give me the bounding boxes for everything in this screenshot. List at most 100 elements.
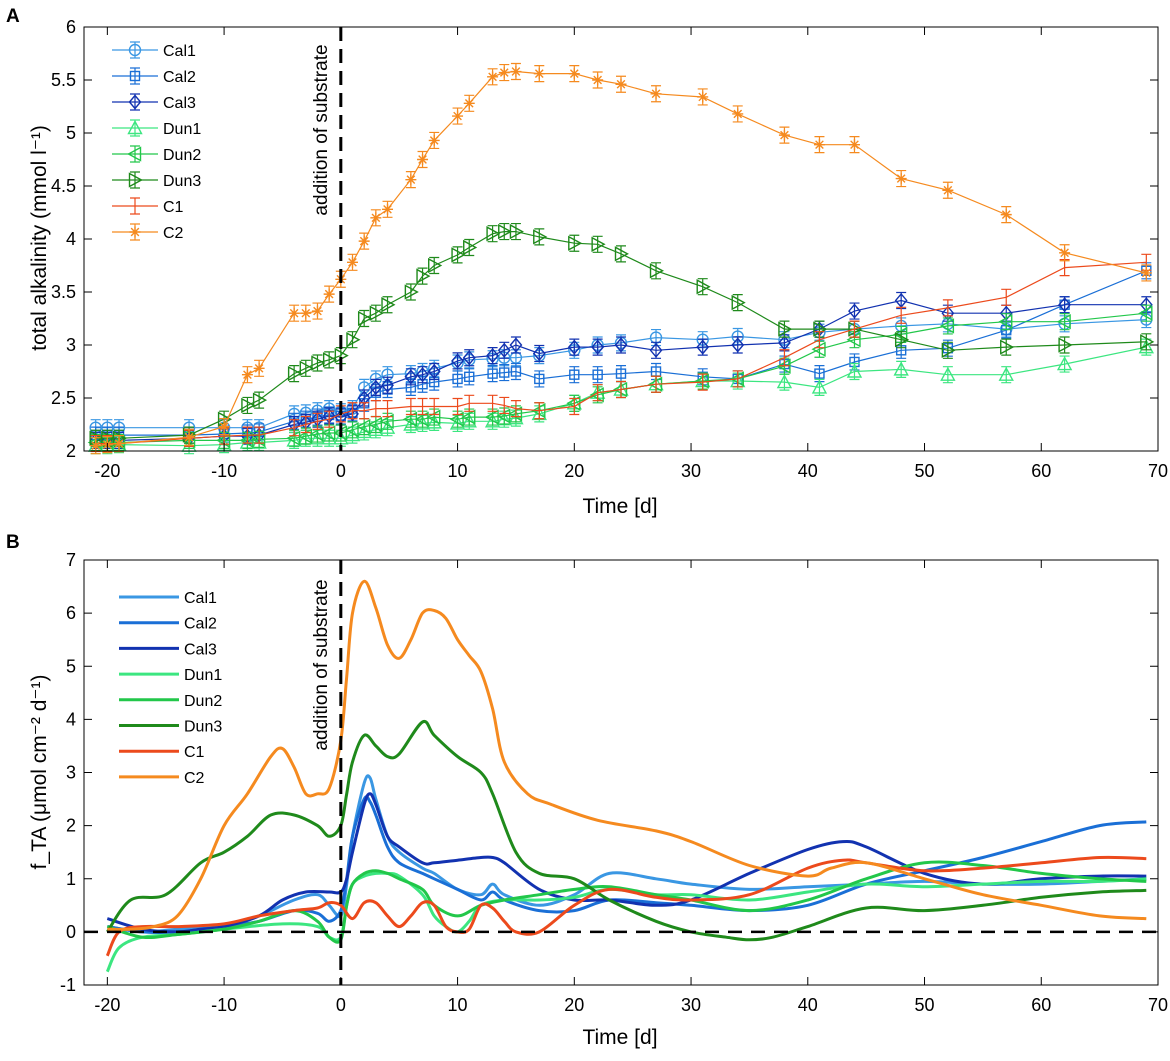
x-tick-label: 10 [448,995,468,1015]
x-tick-label: 20 [564,995,584,1015]
data-point-c2 [312,306,323,317]
x-tick-label: -20 [94,461,120,481]
y-tick-label: 2.5 [51,388,76,408]
legend-label-cal1: Cal1 [163,43,196,60]
x-tick-label: -10 [211,461,237,481]
data-point-c2 [90,440,101,451]
data-point-c2 [382,204,393,215]
x-tick-label: 50 [915,461,935,481]
legend-label-dun2: Dun2 [184,693,222,710]
figure: A -20 -10 0 10 20 30 40 50 60 70 2 2.5 3 3.5 4 4.5 5 5.5 6… [0,0,1170,1056]
x-tick-label: 10 [448,461,468,481]
panel-b-annotation: addition of substrate [311,579,332,750]
legend-label-dun1: Dun1 [163,121,201,138]
x-tick-label: 0 [336,461,346,481]
y-tick-label: 5.5 [51,70,76,90]
x-tick-label: 50 [915,995,935,1015]
data-point-c2 [651,88,662,99]
data-point-c2 [569,68,580,79]
data-point-c2 [896,173,907,184]
y-tick-label: 4 [66,709,76,729]
panel-a-annotation: addition of substrate [311,44,332,215]
data-point-c2 [592,75,603,86]
panel-a-xlabel: Time [d] [582,495,657,518]
y-tick-label: 5 [66,123,76,143]
legend-label-dun1: Dun1 [184,667,222,684]
data-point-c2 [849,139,860,150]
y-tick-label: 3 [66,763,76,783]
y-tick-label: 2 [66,816,76,836]
legend-label-c1: C1 [184,744,205,761]
data-point-c2 [779,130,790,141]
data-point-c2 [184,432,195,443]
y-tick-label: 1 [66,869,76,889]
x-tick-label: 0 [336,995,346,1015]
data-point-c2 [324,289,335,300]
panel-a-legend: Cal1 Cal2 Cal3 Dun1 Dun2 Dun3 C1 C2 [112,42,201,242]
x-tick-label: -20 [94,995,120,1015]
data-point-c2 [1001,209,1012,220]
data-point-c2 [254,363,265,374]
data-point-c2 [534,68,545,79]
x-tick-label: -10 [211,995,237,1015]
data-point-c2 [1059,247,1070,258]
legend-label-cal1: Cal1 [184,590,217,607]
data-point-c2 [417,154,428,165]
legend-label-cal3: Cal3 [163,95,196,112]
x-tick-label: 60 [1031,995,1051,1015]
y-tick-label: 4.5 [51,176,76,196]
panel-b-legend: Cal1 Cal2 Cal3 Dun1 Dun2 Dun3 C1 C2 [119,590,222,787]
y-tick-label: 0 [66,922,76,942]
series-line-c1 [107,857,1146,955]
data-point-c2 [405,174,416,185]
legend-label-dun2: Dun2 [163,147,201,164]
y-tick-label: 5 [66,656,76,676]
series-line-dun3 [107,721,1146,939]
x-tick-label: 70 [1148,995,1168,1015]
y-tick-label: -1 [60,975,76,995]
x-tick-label: 40 [798,461,818,481]
data-point-c2 [697,91,708,102]
data-point-c2 [452,111,463,122]
legend-label-cal3: Cal3 [184,641,217,658]
panel-b-ylabel: f_TA (μmol cm⁻² d⁻¹) [28,675,51,870]
panel-b-xlabel: Time [d] [582,1026,657,1049]
panel-a: A -20 -10 0 10 20 30 40 50 60 7022.533.544.555.56… [6,6,1168,518]
legend-label-dun3: Dun3 [184,719,222,736]
data-point-c2 [359,236,370,247]
legend-marker-c2 [130,227,141,238]
x-tick-label: 30 [681,995,701,1015]
y-tick-label: 3 [66,335,76,355]
x-tick-label: 40 [798,995,818,1015]
chart-svg: A -20 -10 0 10 20 30 40 50 60 7022.533.544.555.56… [0,0,1170,1056]
data-point-c2 [510,66,521,77]
x-tick-label: 20 [564,461,584,481]
legend-label-cal2: Cal2 [184,616,217,633]
y-tick-label: 7 [66,550,76,570]
legend-label-dun3: Dun3 [163,173,201,190]
data-point-c2 [370,212,381,223]
data-point-c2 [499,67,510,78]
y-tick-label: 4 [66,229,76,249]
data-point-c2 [942,185,953,196]
series-line-c2 [107,581,1146,929]
data-point-c2 [616,79,627,90]
panel-b-label: B [6,532,20,553]
data-point-c2 [300,308,311,319]
y-tick-label: 6 [66,603,76,623]
legend-label-c2: C2 [163,225,184,242]
panel-a-ylabel: total alkalinity (mmol l⁻¹) [28,125,51,351]
legend-label-cal2: Cal2 [163,69,196,86]
y-tick-label: 3.5 [51,282,76,302]
data-point-c2 [814,139,825,150]
data-point-c2 [1141,267,1152,278]
legend-label-c2: C2 [184,770,205,787]
x-tick-label: 30 [681,461,701,481]
legend-label-c1: C1 [163,199,184,216]
data-point-c2 [242,369,253,380]
data-point-c2 [347,257,358,268]
data-point-c2 [289,308,300,319]
panel-a-label: A [6,6,20,27]
series-line-cal3 [107,794,1146,932]
x-tick-label: 60 [1031,461,1051,481]
